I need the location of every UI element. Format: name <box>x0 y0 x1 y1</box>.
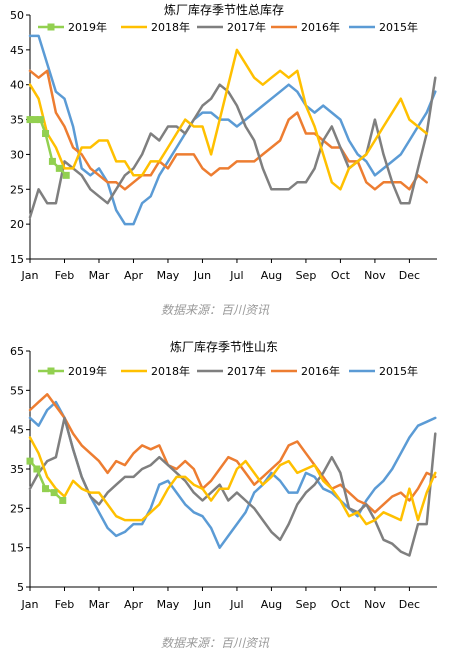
plot-area: 5 15 25 35 45 55 65 Jan Feb Mar Apr May Jun Jul Aug Sep… <box>10 345 437 611</box>
legend-item: 2019年 <box>38 20 107 34</box>
data-point <box>33 465 41 473</box>
legend-label: 2015年 <box>379 20 418 34</box>
y-tick-label: 40 <box>10 79 24 92</box>
x-tick-label: Mar <box>89 598 110 611</box>
legend-label: 2018年 <box>151 20 190 34</box>
x-tick-label: May <box>157 269 180 282</box>
series-line-2016年 <box>28 69 428 191</box>
legend-item: 2016年 <box>271 364 340 378</box>
legend-label: 2018年 <box>151 364 190 378</box>
y-tick-label: 15 <box>10 253 24 266</box>
x-tick-label: Nov <box>364 269 386 282</box>
data-point <box>48 157 56 165</box>
y-tick-label: 30 <box>10 148 24 161</box>
x-tick-label: May <box>157 598 180 611</box>
data-point <box>36 116 44 124</box>
x-tick-label: Oct <box>331 269 351 282</box>
x-tick-label: Aug <box>261 269 282 282</box>
data-point <box>62 171 70 179</box>
legend-marker <box>47 23 55 31</box>
x-tick-label: Dec <box>399 598 420 611</box>
series-line-2018年 <box>28 436 437 526</box>
x-tick-label: Mar <box>89 269 110 282</box>
y-tick-label: 50 <box>10 9 24 22</box>
y-tick-label: 35 <box>10 463 24 476</box>
y-tick-label: 45 <box>10 44 24 57</box>
x-tick-label: Jun <box>193 598 211 611</box>
chart-legend: 2019年 2018年 2017年 2016年 2015年 <box>38 20 418 34</box>
chart-total-inventory: 炼厂库存季节性总库存 2019年 2018年 2017年 2016年 2015年 15 2… <box>10 2 437 317</box>
series-line-2017年 <box>28 416 437 557</box>
legend-item: 2015年 <box>349 364 418 378</box>
legend-label: 2017年 <box>227 364 266 378</box>
x-tick-label: Dec <box>399 269 420 282</box>
x-tick-label: Jun <box>193 269 211 282</box>
chart-shandong-inventory: 炼厂库存季节性山东 2019年 2018年 2017年 2016年 2015年 5 15 2… <box>10 339 437 650</box>
series-line-2017年 <box>28 76 437 219</box>
legend-item: 2015年 <box>349 20 418 34</box>
legend-label: 2017年 <box>227 20 266 34</box>
x-tick-label: Sep <box>296 269 317 282</box>
source-note: 数据来源：百川资讯 <box>161 303 270 317</box>
y-tick-label: 20 <box>10 218 24 231</box>
chart-title: 炼厂库存季节性山东 <box>170 339 278 354</box>
series-line-2015年 <box>28 400 437 549</box>
data-point <box>59 496 67 504</box>
y-tick-label: 35 <box>10 114 24 127</box>
legend-label: 2016年 <box>301 364 340 378</box>
series-line-2015年 <box>28 34 437 226</box>
y-tick-label: 55 <box>10 384 24 397</box>
source-note: 数据来源：百川资讯 <box>161 636 270 650</box>
x-tick-label: Feb <box>55 598 74 611</box>
x-tick-label: Jul <box>229 598 243 611</box>
x-tick-label: Apr <box>124 269 144 282</box>
data-point <box>42 485 50 493</box>
chart-title: 炼厂库存季节性总库存 <box>164 2 284 17</box>
x-tick-label: Sep <box>296 598 317 611</box>
y-tick-label: 45 <box>10 424 24 437</box>
y-tick-label: 25 <box>10 502 24 515</box>
chart-legend: 2019年 2018年 2017年 2016年 2015年 <box>38 364 418 378</box>
legend-item: 2017年 <box>197 20 266 34</box>
legend-item: 2017年 <box>197 364 266 378</box>
data-point <box>31 116 39 124</box>
legend-label: 2019年 <box>68 364 107 378</box>
x-tick-label: Feb <box>55 269 74 282</box>
series-line-2018年 <box>28 48 428 191</box>
y-tick-label: 65 <box>10 345 24 358</box>
data-point <box>42 130 50 138</box>
legend-label: 2015年 <box>379 364 418 378</box>
x-tick-label: Nov <box>364 598 386 611</box>
x-tick-label: Jan <box>21 269 39 282</box>
legend-item: 2019年 <box>38 364 107 378</box>
data-point <box>26 116 34 124</box>
data-point <box>50 489 58 497</box>
y-tick-label: 15 <box>10 542 24 555</box>
legend-item: 2018年 <box>121 364 190 378</box>
legend-label: 2016年 <box>301 20 340 34</box>
x-tick-label: Oct <box>331 598 351 611</box>
legend-item: 2016年 <box>271 20 340 34</box>
x-tick-label: Apr <box>124 598 144 611</box>
plot-area: 15 20 25 30 35 40 45 50 Jan Feb Mar Apr May Jun Jul Aug… <box>10 9 437 282</box>
legend-item: 2018年 <box>121 20 190 34</box>
data-point <box>26 457 34 465</box>
x-tick-label: Jul <box>229 269 243 282</box>
legend-marker <box>47 367 55 375</box>
y-tick-label: 25 <box>10 183 24 196</box>
legend-label: 2019年 <box>68 20 107 34</box>
x-tick-label: Jan <box>21 598 39 611</box>
x-tick-label: Aug <box>261 598 282 611</box>
data-point <box>55 164 63 172</box>
y-tick-label: 5 <box>17 581 24 594</box>
